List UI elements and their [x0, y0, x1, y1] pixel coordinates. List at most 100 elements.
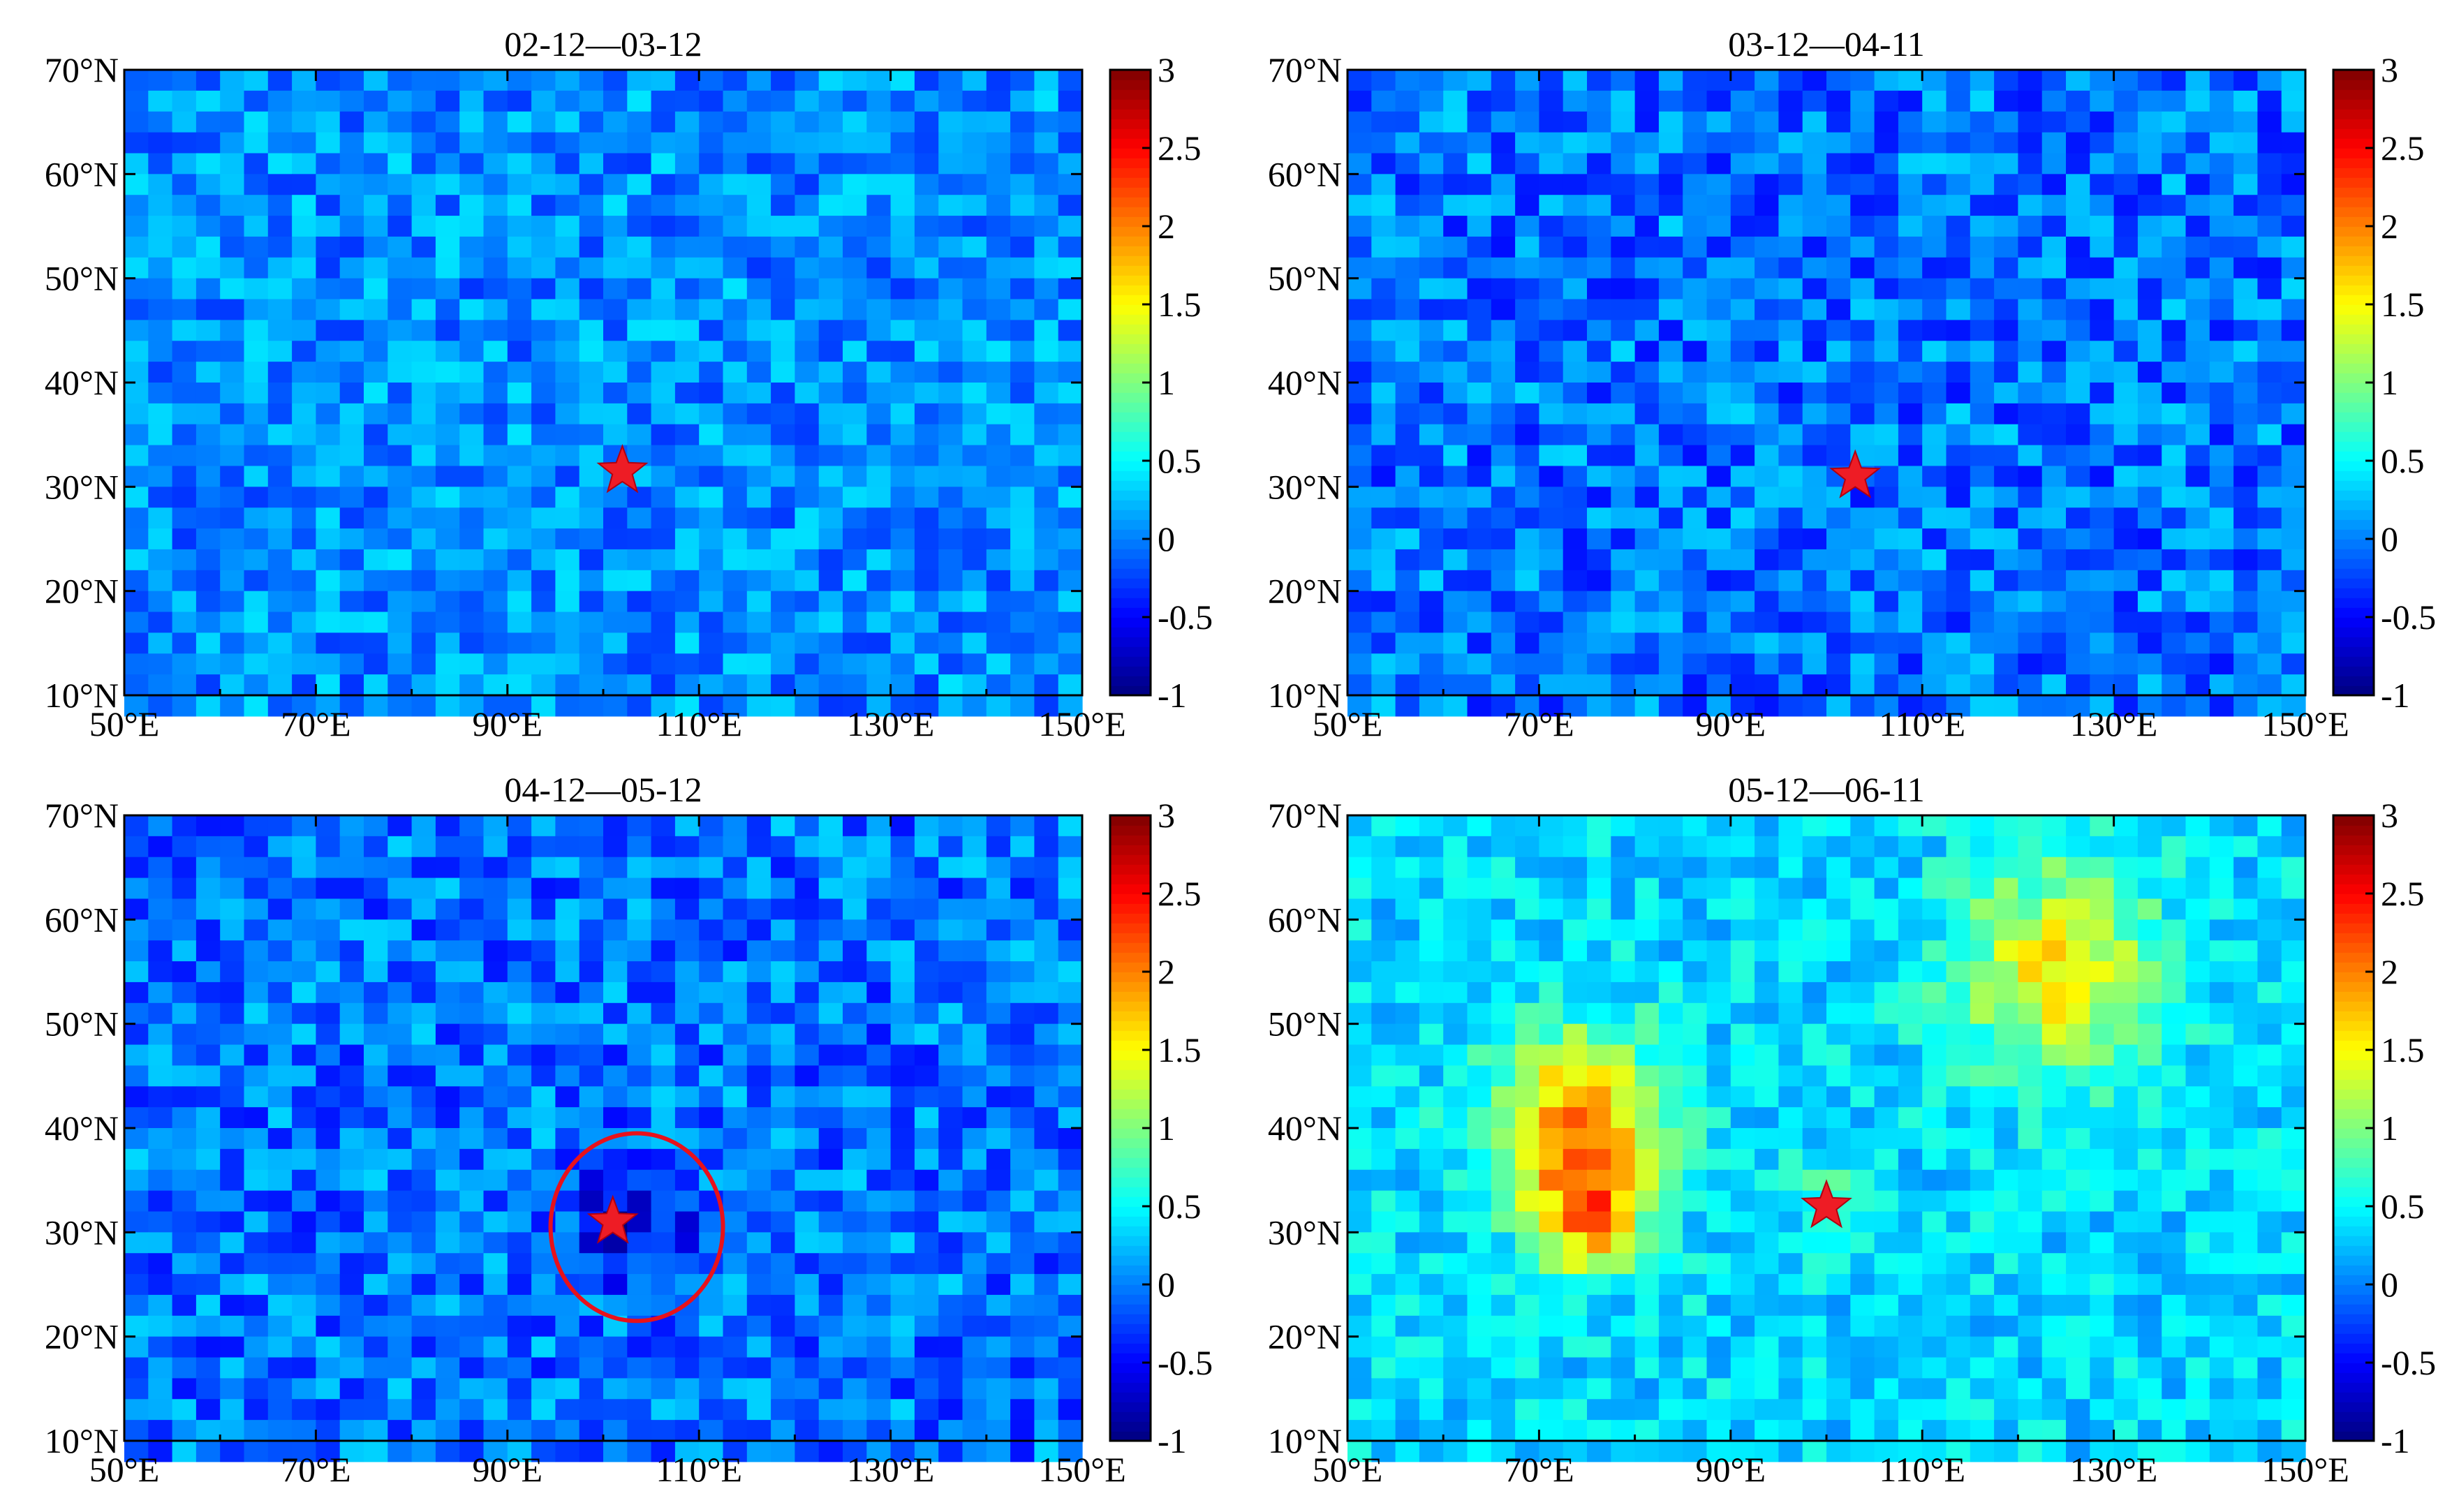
heatmap-cell — [1826, 940, 1851, 962]
heatmap-cell — [172, 1211, 197, 1233]
heatmap-cell — [2162, 1128, 2187, 1150]
heatmap-cell — [1898, 216, 1923, 237]
heatmap-cell — [1563, 528, 1588, 550]
heatmap-cell — [339, 1169, 364, 1192]
y-tick-label: 30°N — [45, 1213, 119, 1252]
heatmap-cell — [603, 487, 628, 508]
heatmap-cell — [1994, 836, 2018, 858]
heatmap-cell — [1371, 1148, 1396, 1171]
heatmap-cell — [2066, 341, 2090, 362]
heatmap-cell — [603, 383, 628, 404]
heatmap-cell — [316, 961, 341, 983]
heatmap-cell — [1778, 466, 1803, 487]
colorbar-band — [1110, 1236, 1151, 1246]
heatmap-cell — [2162, 1190, 2187, 1213]
heatmap-cell — [962, 836, 987, 858]
heatmap-cell — [2041, 815, 2067, 837]
colorbar-tick-label: 0.5 — [1158, 1187, 1202, 1226]
heatmap-cell — [1587, 1128, 1611, 1150]
heatmap-cell — [555, 1336, 580, 1358]
heatmap-cell — [843, 487, 867, 508]
heatmap-cell — [316, 612, 341, 633]
heatmap-cell — [435, 981, 460, 1004]
colorbar-band — [2333, 236, 2374, 246]
heatmap-cell — [1491, 445, 1516, 467]
heatmap-cell — [316, 1107, 341, 1129]
heatmap-cell — [1826, 815, 1851, 837]
heatmap-cell — [1850, 981, 1875, 1004]
heatmap-cell — [674, 132, 700, 154]
heatmap-cell — [316, 320, 341, 341]
heatmap-cell — [1419, 898, 1444, 920]
heatmap-cell — [1611, 257, 1636, 279]
heatmap-cell — [914, 570, 939, 592]
heatmap-cell — [1730, 70, 1755, 91]
heatmap-cell — [387, 153, 413, 175]
heatmap-cell — [1371, 1169, 1396, 1192]
heatmap-cell — [986, 549, 1011, 571]
heatmap-cell — [1443, 1002, 1468, 1025]
heatmap-cell — [2137, 961, 2162, 983]
heatmap-cell — [2018, 919, 2043, 941]
heatmap-cell — [962, 111, 987, 133]
heatmap-cell — [1802, 236, 1827, 258]
heatmap-cell — [651, 1211, 676, 1233]
heatmap-cell — [651, 1086, 676, 1108]
heatmap-cell — [2041, 1128, 2067, 1150]
heatmap-cell — [1706, 1169, 1731, 1192]
heatmap-cell — [292, 898, 316, 920]
heatmap-cell — [2162, 362, 2187, 383]
heatmap-cell — [1922, 940, 1947, 962]
colorbar-band — [1110, 275, 1151, 286]
heatmap-cell — [603, 1169, 628, 1192]
heatmap-cell — [986, 1086, 1011, 1108]
heatmap-cell — [124, 1023, 149, 1046]
heatmap-cell — [2185, 836, 2210, 858]
heatmap-cell — [890, 877, 915, 900]
heatmap-cell — [387, 877, 413, 900]
heatmap-cell — [339, 424, 364, 446]
heatmap-cell — [1539, 695, 1564, 717]
heatmap-cell — [914, 403, 939, 425]
heatmap-cell — [1755, 362, 1779, 383]
heatmap-cell — [2209, 528, 2234, 550]
heatmap-cell — [1683, 1211, 1708, 1233]
colorbar-band — [2333, 70, 2374, 80]
heatmap-cell — [1443, 1190, 1468, 1213]
heatmap-cell — [723, 362, 748, 383]
heatmap-cell — [244, 341, 269, 362]
heatmap-cell — [555, 424, 580, 446]
heatmap-cell — [483, 1128, 508, 1150]
heatmap-cell — [1874, 320, 1899, 341]
heatmap-cell — [1634, 940, 1660, 962]
heatmap-cell — [603, 919, 628, 941]
heatmap-cell — [2090, 1232, 2115, 1254]
heatmap-cell — [627, 877, 652, 900]
heatmap-cell — [124, 1065, 149, 1087]
colorbar-tick-label: 1 — [1158, 363, 1175, 402]
heatmap-cell — [1443, 424, 1468, 446]
heatmap-cell — [2018, 195, 2043, 216]
heatmap-cell — [1611, 1211, 1636, 1233]
heatmap-cell — [1058, 1294, 1083, 1317]
heatmap-cell — [507, 1023, 532, 1046]
heatmap-cell — [1946, 195, 1971, 216]
heatmap-cell — [1850, 1190, 1875, 1213]
heatmap-cell — [1491, 1253, 1516, 1275]
heatmap-cell — [651, 591, 676, 613]
colorbar-tick-label: 0.5 — [1158, 441, 1202, 480]
heatmap-cell — [1730, 1232, 1755, 1254]
heatmap-cell — [2137, 216, 2162, 237]
colorbar-band — [2333, 549, 2374, 559]
heatmap-cell — [771, 1378, 795, 1400]
heatmap-cell — [1010, 111, 1035, 133]
heatmap-cell — [843, 1441, 867, 1462]
heatmap-cell — [267, 1357, 293, 1379]
heatmap-cell — [2281, 1044, 2306, 1066]
heatmap-cell — [483, 1274, 508, 1296]
heatmap-cell — [1371, 1023, 1396, 1046]
colorbar: 32.521.510.50-0.5-1 — [1109, 796, 1213, 1460]
heatmap-cell — [339, 507, 364, 529]
heatmap-cell — [771, 507, 795, 529]
